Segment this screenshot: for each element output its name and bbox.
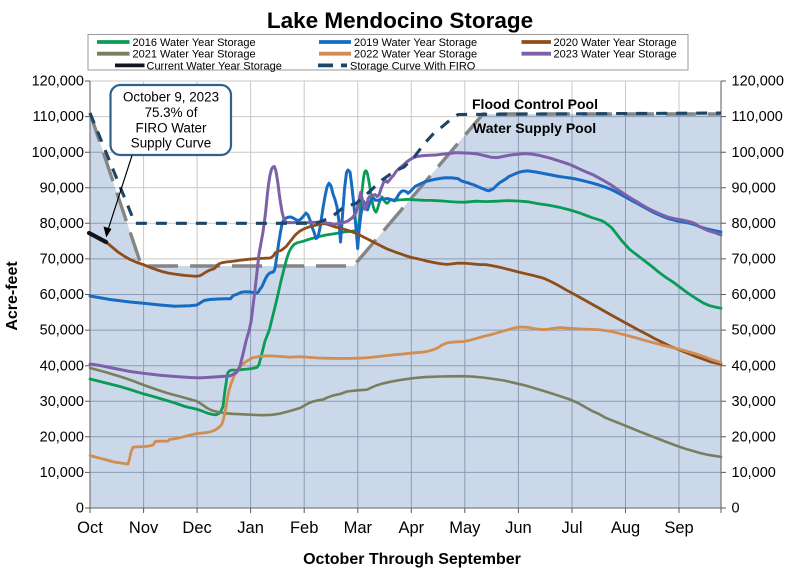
svg-text:120,000: 120,000 <box>32 74 84 90</box>
svg-text:60,000: 60,000 <box>40 287 84 303</box>
svg-text:2021 Water Year Storage: 2021 Water Year Storage <box>133 49 256 61</box>
svg-text:2023 Water Year Storage: 2023 Water Year Storage <box>554 49 677 61</box>
svg-text:110,000: 110,000 <box>732 109 783 125</box>
svg-text:80,000: 80,000 <box>40 216 84 232</box>
svg-text:75.3% of: 75.3% of <box>145 105 198 120</box>
svg-text:October Through September: October Through September <box>303 551 521 568</box>
svg-text:Feb: Feb <box>290 519 318 537</box>
svg-text:20,000: 20,000 <box>40 429 84 445</box>
svg-text:100,000: 100,000 <box>732 145 784 161</box>
svg-text:2016 Water Year Storage: 2016 Water Year Storage <box>133 37 256 49</box>
svg-text:FIRO Water: FIRO Water <box>136 120 207 135</box>
svg-text:Storage Curve With FIRO: Storage Curve With FIRO <box>350 60 476 72</box>
svg-text:0: 0 <box>732 501 740 517</box>
svg-text:120,000: 120,000 <box>732 74 784 90</box>
svg-text:2019 Water Year Storage: 2019 Water Year Storage <box>354 37 477 49</box>
svg-text:70,000: 70,000 <box>732 252 776 268</box>
svg-text:Flood Control Pool: Flood Control Pool <box>472 96 598 112</box>
svg-text:40,000: 40,000 <box>40 358 84 374</box>
svg-text:80,000: 80,000 <box>732 216 776 232</box>
svg-text:2020 Water Year Storage: 2020 Water Year Storage <box>554 37 677 49</box>
svg-text:0: 0 <box>76 501 84 517</box>
svg-text:10,000: 10,000 <box>732 465 776 481</box>
svg-text:110,000: 110,000 <box>33 109 84 125</box>
svg-text:100,000: 100,000 <box>32 145 84 161</box>
svg-text:Apr: Apr <box>398 519 424 537</box>
svg-text:Dec: Dec <box>182 519 211 537</box>
svg-text:60,000: 60,000 <box>732 287 776 303</box>
svg-text:90,000: 90,000 <box>40 180 84 196</box>
svg-text:Supply Curve: Supply Curve <box>131 136 211 151</box>
svg-text:Mar: Mar <box>344 519 373 537</box>
svg-text:50,000: 50,000 <box>732 323 776 339</box>
svg-text:Acre-feet: Acre-feet <box>4 261 21 331</box>
svg-text:Water Supply Pool: Water Supply Pool <box>473 120 596 136</box>
svg-text:20,000: 20,000 <box>732 429 776 445</box>
svg-text:Jul: Jul <box>561 519 582 537</box>
svg-text:10,000: 10,000 <box>40 465 84 481</box>
svg-text:50,000: 50,000 <box>40 323 84 339</box>
svg-text:30,000: 30,000 <box>732 394 776 410</box>
svg-text:Nov: Nov <box>129 519 159 537</box>
svg-text:70,000: 70,000 <box>40 252 84 268</box>
svg-text:30,000: 30,000 <box>40 394 84 410</box>
svg-text:Jun: Jun <box>505 519 532 537</box>
svg-text:Sep: Sep <box>664 519 693 537</box>
svg-text:Aug: Aug <box>611 519 640 537</box>
svg-text:Jan: Jan <box>237 519 264 537</box>
svg-text:2022 Water Year Storage: 2022 Water Year Storage <box>354 49 477 61</box>
svg-text:Lake Mendocino Storage: Lake Mendocino Storage <box>267 8 533 33</box>
svg-text:Current Water Year Storage: Current Water Year Storage <box>147 60 282 72</box>
svg-text:90,000: 90,000 <box>732 180 776 196</box>
svg-text:Oct: Oct <box>77 519 103 537</box>
svg-text:October 9, 2023: October 9, 2023 <box>123 90 219 105</box>
svg-text:40,000: 40,000 <box>732 358 776 374</box>
svg-text:May: May <box>449 519 481 537</box>
